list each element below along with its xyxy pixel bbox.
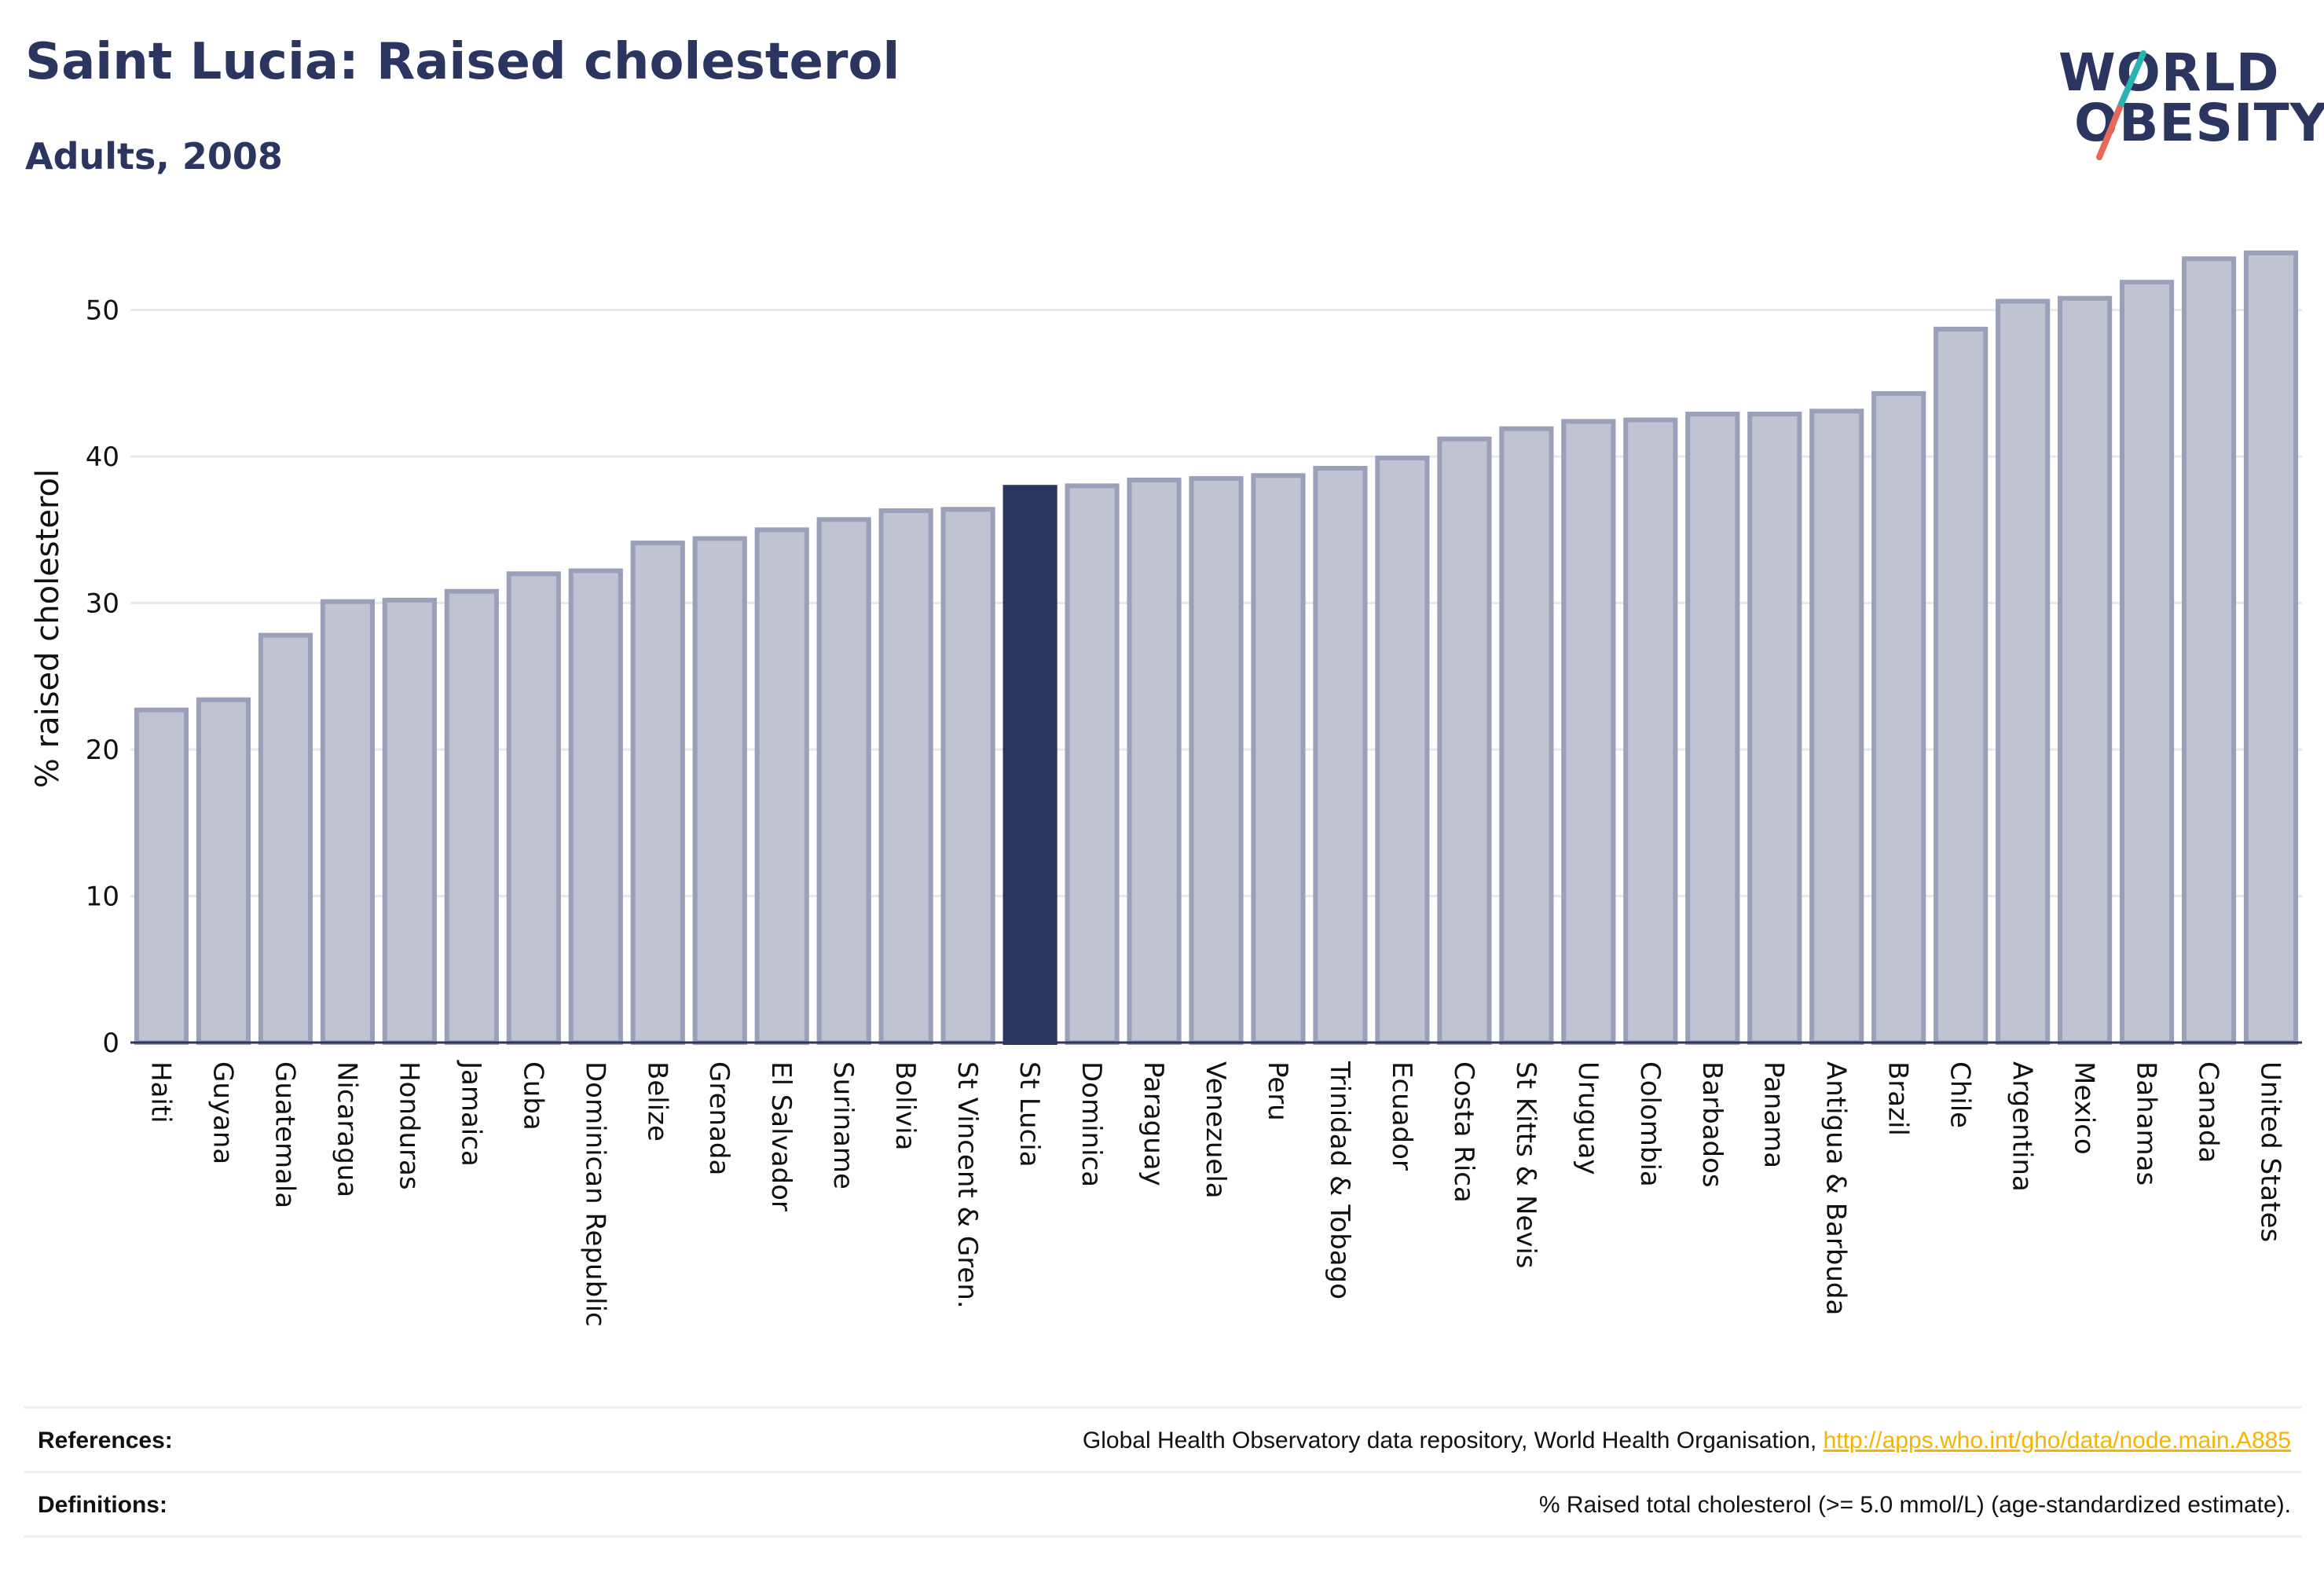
bar-united-states bbox=[2243, 250, 2299, 1045]
x-tick-label: Mexico bbox=[2069, 1061, 2100, 1155]
x-tick-label: Uruguay bbox=[1572, 1061, 1604, 1175]
x-tick-label: Guatemala bbox=[269, 1061, 300, 1208]
x-tick-label: Bolivia bbox=[889, 1061, 921, 1150]
references-link[interactable]: http://apps.who.int/gho/data/node.main.A… bbox=[1823, 1428, 2291, 1453]
x-tick-label: Ecuador bbox=[1386, 1061, 1417, 1171]
bar-haiti bbox=[134, 707, 189, 1045]
bar-suriname bbox=[816, 517, 871, 1045]
x-tick-label: Peru bbox=[1262, 1061, 1293, 1121]
x-tick-label: Argentina bbox=[2007, 1061, 2038, 1192]
footer-divider bbox=[24, 1535, 2302, 1538]
bar-peru bbox=[1251, 473, 1306, 1045]
x-tick-label: Dominican Republic bbox=[579, 1061, 610, 1327]
bar-canada bbox=[2181, 256, 2237, 1045]
x-tick-label: Brazil bbox=[1882, 1061, 1914, 1136]
bars bbox=[134, 250, 2299, 1046]
bar-guyana bbox=[196, 697, 251, 1046]
x-tick-label: Honduras bbox=[393, 1061, 424, 1190]
bar-bolivia bbox=[878, 508, 933, 1045]
x-tick-label: Antigua & Barbuda bbox=[1820, 1061, 1852, 1315]
chart-subtitle: Adults, 2008 bbox=[25, 135, 283, 178]
x-tick-label: Suriname bbox=[827, 1061, 859, 1189]
x-tick-label: Canada bbox=[2193, 1061, 2224, 1163]
definitions-text: % Raised total cholesterol (>= 5.0 mmol/… bbox=[1538, 1492, 2291, 1518]
x-tick-label: Trinidad & Tobago bbox=[1324, 1061, 1355, 1299]
x-tick-label: St Kitts & Nevis bbox=[1510, 1061, 1541, 1269]
bar-belize bbox=[630, 541, 685, 1045]
bar-st-vincent-gren- bbox=[940, 507, 995, 1045]
bar-st-kitts-nevis bbox=[1499, 426, 1554, 1045]
bar-trinidad-tobago bbox=[1313, 465, 1368, 1045]
bar-jamaica bbox=[444, 588, 499, 1045]
bar-brazil bbox=[1871, 390, 1926, 1045]
world-obesity-logo: WORLD OBESITY bbox=[2052, 39, 2324, 165]
bar-uruguay bbox=[1561, 419, 1616, 1045]
logo-line-world: WORLD bbox=[2058, 42, 2280, 103]
bar-dominica bbox=[1065, 483, 1120, 1045]
x-tick-label: Cuba bbox=[517, 1061, 548, 1131]
bar-honduras bbox=[382, 597, 437, 1045]
references-value: Global Health Observatory data repositor… bbox=[1083, 1428, 2291, 1454]
y-tick-label: 0 bbox=[102, 1028, 119, 1059]
x-tick-label: Belize bbox=[641, 1061, 673, 1142]
y-tick-label: 10 bbox=[86, 881, 119, 913]
x-tick-label: Jamaica bbox=[455, 1060, 486, 1167]
references-text: Global Health Observatory data repositor… bbox=[1082, 1428, 1824, 1453]
references-label: References: bbox=[38, 1428, 173, 1453]
x-tick-label: El Salvador bbox=[765, 1061, 797, 1211]
y-axis-label: % raised cholesterol bbox=[30, 469, 66, 788]
bar-costa-rica bbox=[1437, 436, 1492, 1045]
bar-ecuador bbox=[1375, 455, 1430, 1045]
bar-colombia bbox=[1623, 417, 1678, 1045]
y-tick-label: 20 bbox=[86, 735, 119, 766]
bar-cuba bbox=[506, 571, 561, 1045]
bar-st-lucia bbox=[1003, 485, 1058, 1045]
definitions-row: Definitions: % Raised total cholesterol … bbox=[24, 1471, 2302, 1538]
x-tick-label: United States bbox=[2255, 1061, 2286, 1242]
bar-argentina bbox=[1996, 299, 2051, 1046]
bar-dominican-republic bbox=[568, 568, 623, 1045]
y-axis-ticks: 0 10 20 30 40 50 bbox=[86, 295, 119, 1059]
bar-chart: 0 10 20 30 40 50 Haiti Guyana Guatemala Nicaragu… bbox=[30, 250, 2302, 1327]
x-axis-labels: Haiti Guyana Guatemala Nicaragua Honduras Jam… bbox=[145, 1060, 2286, 1327]
x-tick-label: Panama bbox=[1758, 1061, 1790, 1168]
bar-grenada bbox=[692, 536, 747, 1045]
bar-nicaragua bbox=[320, 599, 375, 1045]
definitions-label: Definitions: bbox=[38, 1492, 167, 1518]
x-tick-label: St Vincent & Gren. bbox=[951, 1061, 983, 1309]
y-tick-label: 40 bbox=[86, 442, 119, 473]
x-tick-label: Barbados bbox=[1696, 1061, 1728, 1188]
x-tick-label: Chile bbox=[1945, 1061, 1976, 1128]
bar-barbados bbox=[1685, 411, 1740, 1045]
x-tick-label: St Lucia bbox=[1014, 1061, 1045, 1167]
bar-antigua-barbuda bbox=[1809, 409, 1864, 1045]
x-tick-label: Haiti bbox=[145, 1061, 176, 1123]
bar-bahamas bbox=[2119, 280, 2175, 1045]
bar-mexico bbox=[2058, 295, 2113, 1045]
x-tick-label: Grenada bbox=[703, 1061, 735, 1175]
x-tick-label: Nicaragua bbox=[331, 1061, 362, 1197]
bar-venezuela bbox=[1189, 476, 1244, 1045]
bar-paraguay bbox=[1127, 477, 1182, 1045]
y-tick-label: 30 bbox=[86, 588, 119, 620]
chart-title: Saint Lucia: Raised cholesterol bbox=[25, 33, 900, 91]
x-tick-label: Paraguay bbox=[1138, 1061, 1169, 1186]
bar-chile bbox=[1934, 326, 1989, 1045]
x-tick-label: Guyana bbox=[207, 1061, 238, 1164]
x-tick-label: Costa Rica bbox=[1448, 1061, 1479, 1203]
logo-slash-icon bbox=[2096, 50, 2146, 160]
x-tick-label: Colombia bbox=[1634, 1061, 1666, 1187]
y-tick-label: 50 bbox=[86, 295, 119, 327]
references-row: References: Global Health Observatory da… bbox=[24, 1406, 2302, 1473]
x-tick-label: Dominica bbox=[1076, 1061, 1107, 1187]
bar-el-salvador bbox=[754, 527, 809, 1045]
x-tick-label: Bahamas bbox=[2131, 1061, 2162, 1186]
x-tick-label: Venezuela bbox=[1200, 1061, 1231, 1199]
bar-panama bbox=[1747, 411, 1802, 1045]
bar-guatemala bbox=[258, 632, 313, 1045]
